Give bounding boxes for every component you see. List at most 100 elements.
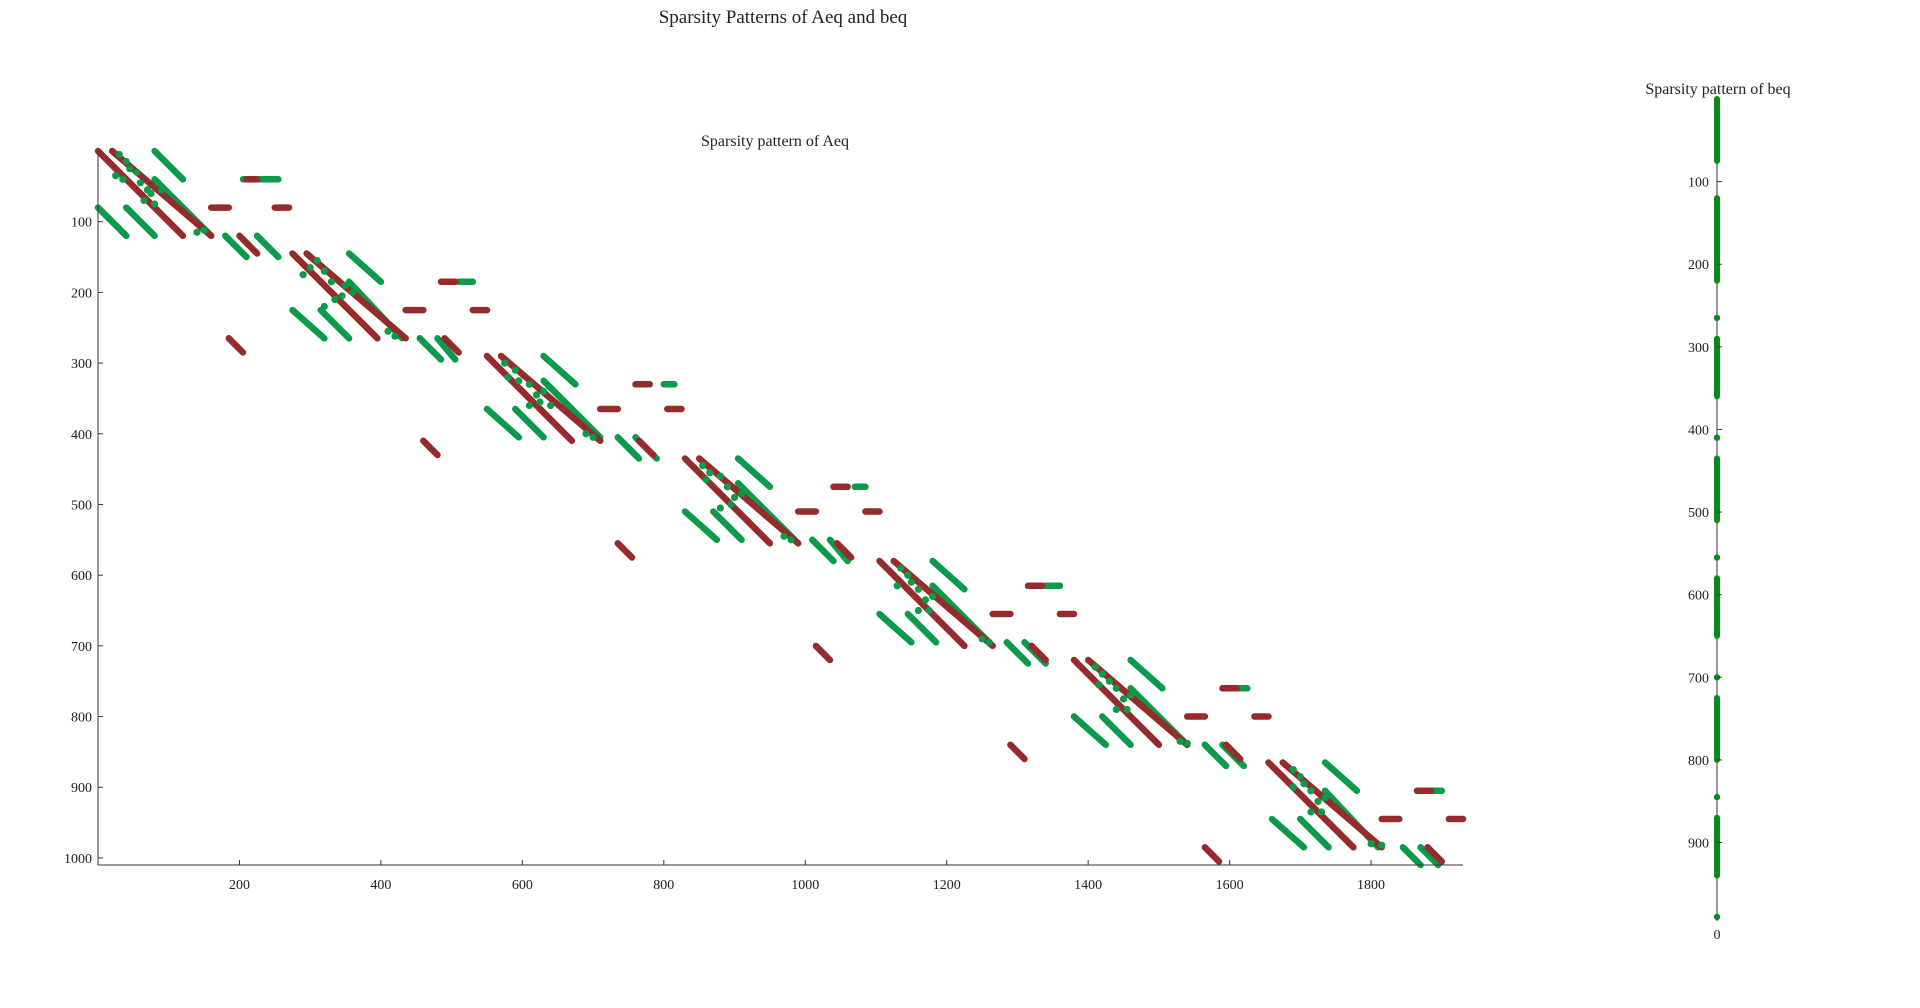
aeq-green-point-32	[532, 391, 541, 399]
aeq-green-point-29	[515, 377, 523, 385]
aeq-x-tick-label: 1800	[1357, 878, 1385, 893]
beq-point-2	[1713, 314, 1721, 322]
beq-y-tick-label: 200	[1688, 258, 1709, 273]
aeq-green-point-14	[200, 226, 208, 234]
aeq-green-point-45	[738, 490, 746, 498]
aeq-green-point-12	[151, 200, 159, 208]
aeq-green-point-13	[193, 228, 201, 236]
aeq-green-segment-22	[809, 536, 837, 565]
aeq-green-point-0	[115, 150, 123, 159]
aeq-green-point-48	[780, 532, 788, 540]
aeq-y-tick-label: 1000	[64, 852, 92, 867]
aeq-x-tick-label: 800	[653, 878, 674, 893]
aeq-green-point-20	[341, 281, 350, 289]
aeq-green-point-76	[1307, 787, 1315, 795]
aeq-green-segment-33	[1127, 656, 1166, 692]
aeq-green-segment-4	[222, 232, 250, 261]
aeq-red-segment-13	[420, 437, 441, 459]
beq-y-tick-label: 300	[1688, 341, 1709, 356]
aeq-green-segment-11	[434, 335, 459, 363]
aeq-red-segment-14	[483, 352, 576, 445]
aeq-green-point-36	[525, 401, 534, 410]
aeq-green-segment-41	[1417, 844, 1442, 869]
aeq-green-point-61	[1091, 663, 1099, 671]
aeq-y-tick-label: 100	[71, 216, 92, 231]
beq-y-tick-label: 900	[1688, 837, 1709, 852]
aeq-green-point-43	[723, 483, 732, 491]
aeq-green-point-72	[1289, 766, 1297, 774]
aeq-green-segment-30	[1070, 713, 1110, 749]
aeq-green-segment-5	[253, 232, 282, 261]
aeq-green-point-60	[985, 638, 993, 646]
aeq-green-point-9	[154, 179, 162, 187]
aeq-green-point-8	[147, 189, 155, 197]
aeq-green-point-24	[320, 302, 328, 311]
aeq-green-segment-18	[681, 508, 721, 544]
aeq-green-point-49	[787, 536, 795, 544]
aeq-green-segment-15	[540, 352, 579, 388]
beq-x-tick-label: 0	[1714, 928, 1721, 943]
aeq-green-point-69	[1112, 705, 1120, 714]
aeq-red-segment-42	[1265, 759, 1357, 851]
aeq-green-point-30	[504, 373, 512, 381]
aeq-green-point-16	[313, 257, 321, 265]
aeq-green-point-67	[1127, 691, 1135, 699]
aeq-green-point-33	[540, 387, 548, 395]
aeq-green-point-57	[925, 606, 933, 615]
aeq-green-point-38	[589, 433, 597, 441]
aeq-red-segment-33	[1028, 642, 1049, 664]
aeq-green-segment-34	[1201, 741, 1230, 770]
aeq-green-point-28	[511, 366, 519, 374]
beq-y-tick-label: 700	[1688, 671, 1709, 686]
aeq-green-point-42	[702, 476, 710, 484]
aeq-green-point-47	[716, 504, 725, 512]
beq-marks	[1713, 96, 1721, 921]
aeq-green-segment-21	[734, 455, 774, 491]
aeq-green-point-41	[716, 472, 725, 480]
aeq-green-point-40	[706, 469, 714, 477]
beq-point-10	[1713, 793, 1721, 801]
aeq-green-point-19	[327, 278, 335, 286]
aeq-green-segment-3	[151, 147, 187, 183]
aeq-x-tick-label: 400	[370, 878, 391, 893]
aeq-green-segment-27	[929, 557, 968, 593]
aeq-red-segment-26	[833, 540, 855, 561]
aeq-green-point-34	[536, 398, 544, 406]
aeq-green-point-37	[582, 430, 590, 438]
aeq-green-segment-12	[483, 405, 523, 441]
aeq-green-segment-10	[416, 335, 445, 363]
aeq-y-tick-label: 700	[71, 640, 92, 655]
aeq-red-segment-41	[1201, 844, 1223, 865]
aeq-green-segment-13	[512, 405, 547, 441]
aeq-green-point-35	[547, 401, 555, 410]
aeq-green-point-1	[122, 158, 130, 166]
aeq-x-tick-label: 1600	[1216, 878, 1244, 893]
aeq-green-point-46	[727, 500, 735, 509]
beq-panel: Sparsity pattern of beq 100 200 300 400 500 6…	[1645, 81, 1790, 943]
aeq-green-point-11	[140, 196, 148, 205]
aeq-red-segment-35	[1070, 656, 1163, 749]
aeq-green-point-71	[1183, 739, 1191, 748]
aeq-green-point-68	[1123, 705, 1131, 714]
aeq-green-point-27	[501, 359, 509, 367]
aeq-green-point-3	[112, 172, 120, 180]
aeq-red-segment-40	[1222, 741, 1244, 763]
aeq-red-segment-27	[812, 642, 834, 664]
aeq-green-point-63	[1105, 677, 1113, 685]
beq-point-4	[1713, 434, 1721, 441]
aeq-marks	[94, 147, 1467, 869]
aeq-green-point-55	[921, 596, 930, 604]
aeq-y-tick-label: 900	[71, 781, 92, 796]
aeq-green-point-54	[914, 585, 923, 593]
aeq-x-tick-label: 200	[229, 878, 250, 893]
aeq-red-segment-28	[876, 557, 968, 650]
beq-point-6	[1713, 554, 1721, 561]
aeq-green-segment-28	[1003, 639, 1032, 667]
aeq-red-segment-19	[635, 437, 657, 459]
aeq-green-segment-7	[317, 306, 353, 342]
aeq-y-tick-label: 800	[71, 711, 92, 726]
aeq-red-segment-22	[695, 455, 802, 547]
aeq-green-point-64	[1095, 681, 1103, 689]
aeq-red-segment-5	[236, 232, 261, 257]
